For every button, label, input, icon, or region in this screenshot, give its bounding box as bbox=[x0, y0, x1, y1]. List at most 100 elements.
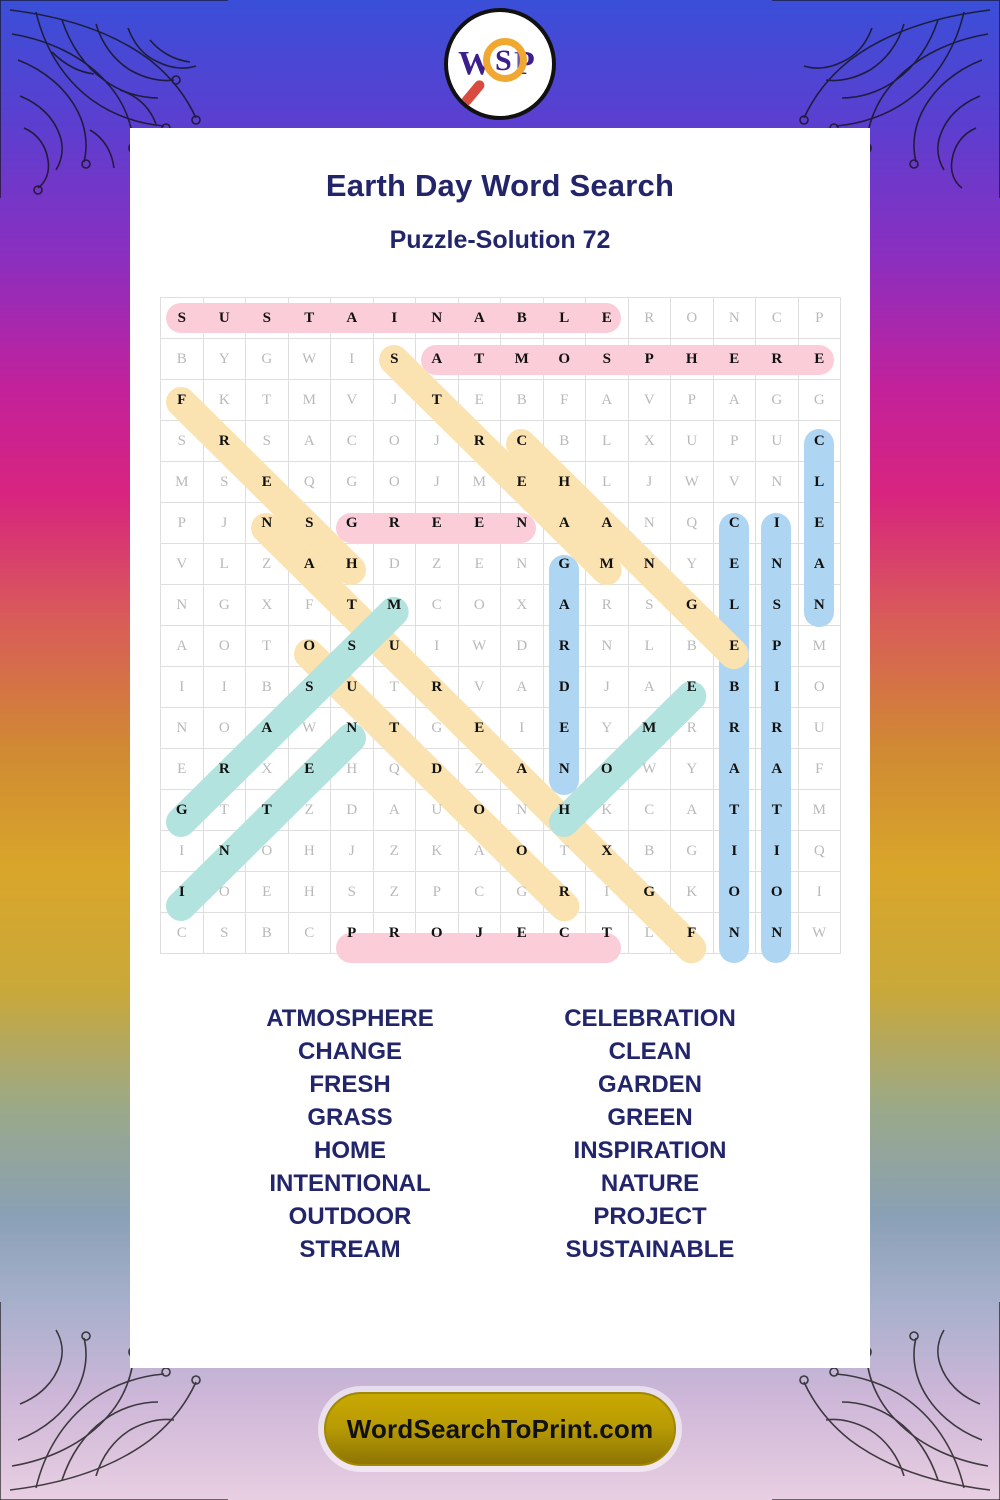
grid-cell[interactable]: M bbox=[797, 625, 841, 667]
grid-cell[interactable]: R bbox=[457, 420, 501, 462]
grid-cell[interactable]: P bbox=[670, 379, 714, 421]
grid-cell[interactable]: I bbox=[755, 830, 799, 872]
grid-cell[interactable]: O bbox=[712, 871, 756, 913]
grid-cell[interactable]: J bbox=[372, 379, 416, 421]
grid-cell[interactable]: U bbox=[755, 420, 799, 462]
grid-cell[interactable]: C bbox=[330, 420, 374, 462]
grid-cell[interactable]: A bbox=[712, 748, 756, 790]
grid-cell[interactable]: V bbox=[330, 379, 374, 421]
grid-cell[interactable]: W bbox=[797, 912, 841, 954]
grid-cell[interactable]: I bbox=[330, 338, 374, 380]
grid-cell[interactable]: U bbox=[415, 789, 459, 831]
grid-cell[interactable]: E bbox=[245, 461, 289, 503]
grid-cell[interactable]: R bbox=[542, 871, 586, 913]
grid-cell[interactable]: C bbox=[542, 912, 586, 954]
grid-cell[interactable]: Z bbox=[372, 830, 416, 872]
grid-cell[interactable]: S bbox=[287, 666, 331, 708]
grid-cell[interactable]: O bbox=[202, 707, 246, 749]
grid-cell[interactable]: N bbox=[500, 543, 544, 585]
grid-cell[interactable]: A bbox=[245, 707, 289, 749]
grid-cell[interactable]: V bbox=[160, 543, 204, 585]
grid-cell[interactable]: N bbox=[330, 707, 374, 749]
grid-cell[interactable]: R bbox=[202, 748, 246, 790]
grid-cell[interactable]: A bbox=[415, 338, 459, 380]
grid-cell[interactable]: S bbox=[160, 420, 204, 462]
grid-cell[interactable]: B bbox=[160, 338, 204, 380]
grid-cell[interactable]: E bbox=[245, 871, 289, 913]
grid-cell[interactable]: O bbox=[797, 666, 841, 708]
grid-cell[interactable]: D bbox=[542, 666, 586, 708]
grid-cell[interactable]: G bbox=[202, 584, 246, 626]
grid-cell[interactable]: P bbox=[330, 912, 374, 954]
grid-cell[interactable]: A bbox=[670, 789, 714, 831]
grid-cell[interactable]: Q bbox=[287, 461, 331, 503]
grid-cell[interactable]: E bbox=[457, 379, 501, 421]
grid-cell[interactable]: A bbox=[500, 748, 544, 790]
grid-cell[interactable]: U bbox=[797, 707, 841, 749]
grid-cell[interactable]: R bbox=[627, 297, 671, 339]
grid-cell[interactable]: A bbox=[287, 543, 331, 585]
grid-cell[interactable]: E bbox=[160, 748, 204, 790]
grid-cell[interactable]: J bbox=[330, 830, 374, 872]
grid-cell[interactable]: S bbox=[160, 297, 204, 339]
grid-cell[interactable]: G bbox=[627, 871, 671, 913]
grid-cell[interactable]: I bbox=[160, 871, 204, 913]
grid-cell[interactable]: O bbox=[372, 420, 416, 462]
grid-cell[interactable]: R bbox=[415, 666, 459, 708]
grid-cell[interactable]: U bbox=[330, 666, 374, 708]
grid-cell[interactable]: B bbox=[627, 830, 671, 872]
grid-cell[interactable]: A bbox=[287, 420, 331, 462]
grid-cell[interactable]: L bbox=[627, 625, 671, 667]
grid-cell[interactable]: F bbox=[542, 379, 586, 421]
grid-cell[interactable]: C bbox=[457, 871, 501, 913]
grid-cell[interactable]: E bbox=[712, 625, 756, 667]
grid-cell[interactable]: G bbox=[330, 461, 374, 503]
grid-cell[interactable]: A bbox=[797, 543, 841, 585]
grid-cell[interactable]: N bbox=[755, 461, 799, 503]
grid-cell[interactable]: K bbox=[585, 789, 629, 831]
grid-cell[interactable]: U bbox=[202, 297, 246, 339]
grid-cell[interactable]: S bbox=[585, 338, 629, 380]
grid-cell[interactable]: J bbox=[457, 912, 501, 954]
grid-cell[interactable]: L bbox=[202, 543, 246, 585]
grid-cell[interactable]: A bbox=[627, 666, 671, 708]
grid-cell[interactable]: N bbox=[415, 297, 459, 339]
grid-cell[interactable]: H bbox=[542, 461, 586, 503]
grid-cell[interactable]: L bbox=[585, 461, 629, 503]
grid-cell[interactable]: R bbox=[755, 338, 799, 380]
grid-cell[interactable]: T bbox=[202, 789, 246, 831]
grid-cell[interactable]: X bbox=[585, 830, 629, 872]
grid-cell[interactable]: R bbox=[202, 420, 246, 462]
grid-cell[interactable]: E bbox=[712, 338, 756, 380]
grid-cell[interactable]: I bbox=[415, 625, 459, 667]
grid-cell[interactable]: R bbox=[372, 502, 416, 544]
grid-cell[interactable]: O bbox=[202, 625, 246, 667]
grid-cell[interactable]: T bbox=[287, 297, 331, 339]
grid-cell[interactable]: S bbox=[287, 502, 331, 544]
grid-cell[interactable]: J bbox=[202, 502, 246, 544]
grid-cell[interactable]: G bbox=[245, 338, 289, 380]
grid-cell[interactable]: M bbox=[585, 543, 629, 585]
grid-cell[interactable]: D bbox=[500, 625, 544, 667]
grid-cell[interactable]: G bbox=[500, 871, 544, 913]
grid-cell[interactable]: N bbox=[160, 707, 204, 749]
grid-cell[interactable]: J bbox=[585, 666, 629, 708]
grid-cell[interactable]: O bbox=[287, 625, 331, 667]
grid-cell[interactable]: R bbox=[542, 625, 586, 667]
grid-cell[interactable]: W bbox=[287, 338, 331, 380]
grid-cell[interactable]: O bbox=[542, 338, 586, 380]
grid-cell[interactable]: B bbox=[542, 420, 586, 462]
grid-cell[interactable]: L bbox=[627, 912, 671, 954]
grid-cell[interactable]: M bbox=[627, 707, 671, 749]
grid-cell[interactable]: Y bbox=[585, 707, 629, 749]
grid-cell[interactable]: T bbox=[372, 707, 416, 749]
grid-cell[interactable]: I bbox=[712, 830, 756, 872]
grid-cell[interactable]: A bbox=[585, 502, 629, 544]
grid-cell[interactable]: N bbox=[202, 830, 246, 872]
grid-cell[interactable]: A bbox=[500, 666, 544, 708]
grid-cell[interactable]: P bbox=[797, 297, 841, 339]
grid-cell[interactable]: U bbox=[670, 420, 714, 462]
grid-cell[interactable]: P bbox=[755, 625, 799, 667]
grid-cell[interactable]: R bbox=[585, 584, 629, 626]
grid-cell[interactable]: I bbox=[372, 297, 416, 339]
